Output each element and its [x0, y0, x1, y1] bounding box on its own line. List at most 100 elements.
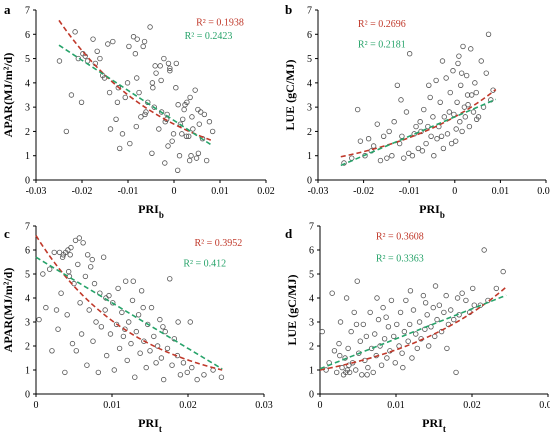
data-point — [120, 333, 127, 340]
data-point — [406, 321, 413, 328]
y-tick-label: 3 — [309, 318, 314, 329]
data-point — [158, 355, 165, 361]
x-tick-label: -0.03 — [308, 186, 329, 197]
data-point — [63, 128, 70, 135]
data-point — [372, 331, 378, 337]
exponential-fit-line — [319, 286, 507, 371]
data-point — [138, 288, 145, 294]
data-point — [439, 58, 446, 64]
data-point — [72, 237, 79, 244]
data-point — [436, 302, 443, 308]
data-point — [147, 348, 153, 354]
data-point — [150, 85, 156, 91]
data-point — [344, 367, 351, 373]
y-axis-label: LUE (gC/MJ) — [285, 275, 299, 346]
data-point — [40, 271, 46, 277]
y-tick-label: 1 — [25, 151, 30, 162]
data-point — [53, 307, 60, 313]
x-tick-label: -0.02 — [353, 186, 374, 197]
data-point — [500, 268, 506, 275]
data-point — [394, 321, 400, 328]
data-point — [145, 321, 151, 328]
x-tick-label: 0 — [172, 186, 177, 197]
data-point — [184, 369, 190, 376]
data-point — [458, 70, 465, 76]
data-point — [100, 254, 107, 260]
data-point — [384, 355, 390, 361]
y-tick-label: 7 — [307, 6, 312, 17]
data-point — [169, 362, 175, 368]
r-squared-label: R² = 0.3363 — [376, 253, 424, 264]
data-point — [151, 333, 157, 340]
x-tick-label: 0.01 — [492, 186, 510, 197]
data-point — [459, 290, 465, 296]
x-axis-label: PRIb — [138, 202, 164, 220]
x-axis-label-subscript: b — [159, 210, 164, 220]
data-point — [360, 321, 367, 328]
data-point — [158, 109, 165, 115]
data-point — [148, 304, 155, 311]
data-point — [337, 352, 343, 359]
data-point — [152, 63, 158, 69]
data-point — [423, 140, 429, 147]
exponential-fit-line — [35, 235, 223, 371]
y-tick-label: 0 — [307, 176, 312, 187]
data-point — [453, 138, 459, 144]
x-axis-label-subscript: t — [443, 424, 446, 434]
data-point — [124, 80, 131, 86]
data-point — [414, 345, 420, 352]
data-point — [424, 312, 430, 318]
data-point — [201, 111, 208, 118]
data-point — [346, 362, 352, 368]
y-tick-label: 4 — [309, 294, 314, 305]
data-point — [416, 319, 423, 325]
data-point — [82, 273, 89, 280]
data-point — [437, 99, 443, 105]
data-point — [441, 114, 448, 120]
data-point — [421, 106, 427, 113]
data-point — [78, 99, 85, 105]
data-point — [164, 345, 171, 352]
data-point — [458, 82, 464, 88]
data-point — [354, 106, 361, 113]
y-tick-label: 0 — [25, 390, 30, 401]
y-tick-label: 0 — [25, 176, 30, 187]
data-point — [462, 114, 468, 120]
data-point — [430, 114, 436, 120]
x-tick-label: 0 — [34, 400, 39, 411]
x-tick-label: 0.02 — [179, 400, 197, 411]
data-point — [167, 276, 173, 282]
data-point — [111, 367, 117, 373]
data-point — [149, 150, 155, 156]
data-point — [378, 362, 385, 368]
data-point — [353, 321, 360, 328]
linear-fit-line — [58, 44, 212, 146]
data-point — [173, 60, 179, 67]
data-point — [46, 266, 53, 272]
data-point — [68, 244, 74, 251]
data-point — [403, 109, 410, 115]
x-axis-label-subscript: t — [159, 424, 162, 434]
data-point — [127, 140, 133, 147]
data-point — [470, 109, 477, 115]
y-tick-label: 6 — [309, 246, 314, 257]
data-point — [179, 131, 185, 137]
y-axis-label: APAR(MJ/m²/d) — [1, 268, 15, 353]
x-axis-label: PRIb — [419, 202, 445, 220]
x-tick-label: 0 — [318, 400, 323, 411]
data-point — [165, 60, 172, 67]
data-point — [194, 376, 200, 383]
data-point — [413, 331, 419, 337]
data-point — [417, 119, 423, 125]
x-tick-label: 0.02 — [537, 186, 550, 197]
data-point — [472, 80, 478, 86]
data-point — [195, 150, 202, 156]
data-point — [49, 348, 55, 354]
data-point — [187, 319, 193, 325]
data-point — [122, 326, 128, 332]
panel-label: d — [285, 226, 293, 241]
data-point — [385, 324, 392, 330]
data-point — [415, 145, 422, 152]
data-point — [339, 364, 345, 371]
data-point — [173, 85, 179, 91]
